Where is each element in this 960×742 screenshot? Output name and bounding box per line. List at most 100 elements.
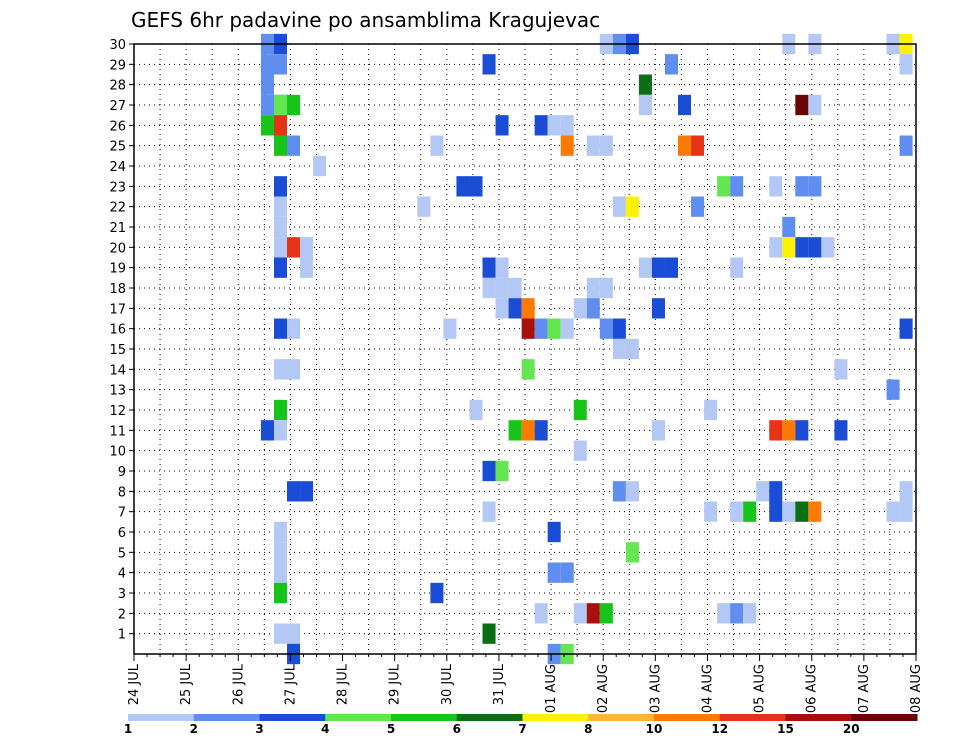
legend-label: 12 [711,722,728,736]
heat-cell [625,542,639,563]
heat-cell [260,115,274,136]
y-tick-label: 19 [109,262,126,277]
chart-title: GEFS 6hr padavine po ansamblima Kragujev… [131,8,600,32]
y-tick-label: 25 [109,140,126,155]
heat-cell [782,420,796,441]
heat-cell [769,481,783,502]
legend-label: 4 [321,722,329,736]
heat-cell [638,94,652,116]
heat-cell [313,155,327,177]
x-tick-label: 05 AUG [753,664,768,713]
heat-cell [495,460,509,482]
heat-cell [534,603,548,624]
y-tick-label: 8 [118,485,126,500]
y-tick-label: 22 [109,201,126,216]
y-tick-label: 6 [118,526,126,541]
heat-cell [638,257,652,278]
y-tick-label: 10 [109,445,126,460]
legend-swatch [193,714,260,721]
heat-cell [547,115,561,136]
heat-cell [560,562,574,583]
heat-cell [678,94,692,116]
x-tick-label: 01 AUG [544,664,559,713]
y-tick-label: 16 [109,323,126,338]
heat-cell [795,420,809,441]
heat-cell [273,420,288,441]
y-axis: 1234567891011121314151617181920212223242… [109,38,134,643]
heat-cell [469,399,483,421]
heat-cell [495,115,509,136]
y-tick-label: 4 [118,567,126,582]
heat-cell [730,501,744,522]
heat-cell [599,135,613,156]
heat-cell [704,399,718,421]
heat-cell [834,420,848,441]
y-tick-label: 17 [109,302,126,317]
heat-cell [430,135,444,156]
heat-cell [521,298,535,319]
heat-cell [273,318,288,339]
legend-label: 10 [646,722,663,736]
heat-cell [300,257,314,278]
x-tick-label: 07 AUG [857,664,872,713]
heat-cell [664,54,679,75]
heat-cell [782,237,796,258]
heat-cell [625,481,639,502]
legend-label: 1 [124,722,132,736]
heat-cell [287,94,301,116]
heat-cell [625,196,639,217]
heat-cell [508,420,522,441]
heat-cell [260,94,274,116]
legend-swatch [588,714,655,721]
legend-swatch [259,714,326,721]
heat-cell [273,542,288,563]
heat-cell [521,359,535,380]
heat-cell [560,135,574,156]
x-tick-label: 29 JUL [388,663,403,705]
heat-cell [273,94,288,116]
heat-cell [287,481,301,502]
heat-cell [612,481,626,502]
legend-label: 3 [255,722,263,736]
heat-cell [273,521,288,543]
y-tick-label: 30 [109,38,126,53]
heat-cell [651,298,665,319]
heat-cell [743,603,757,624]
heat-cell [482,54,496,75]
y-tick-label: 18 [109,282,126,297]
heat-cell [899,135,913,156]
heat-cell [808,176,822,197]
x-tick-label: 27 JUL [283,663,298,705]
x-tick-label: 31 JUL [492,663,507,705]
y-tick-label: 21 [109,221,126,236]
y-tick-label: 11 [109,424,126,439]
heat-cell [560,318,574,339]
heat-cell [573,603,587,624]
heat-cell [482,257,496,278]
y-tick-label: 2 [118,607,126,622]
heat-cell [899,54,913,75]
x-tick-label: 26 JUL [231,663,246,705]
heat-cell [534,115,548,136]
heat-cell [599,277,613,299]
heat-cell [287,359,301,380]
heat-cell [273,237,288,258]
heat-cell [482,501,496,522]
heat-cell [769,501,783,522]
y-tick-label: 14 [109,363,126,378]
legend-label: 8 [584,722,592,736]
heat-cell [273,562,288,583]
heat-cell [443,318,457,339]
legend-swatch [522,714,589,721]
heat-cell [273,399,288,421]
heat-cell [899,318,913,339]
heat-cell [769,176,783,197]
legend-swatch [851,714,918,721]
heat-cell [691,135,705,156]
heat-cell [886,501,900,522]
heat-cell [808,94,822,116]
heat-cell [300,237,314,258]
heat-cell [599,603,613,624]
heat-cell [456,176,470,197]
heat-cell [625,338,639,360]
